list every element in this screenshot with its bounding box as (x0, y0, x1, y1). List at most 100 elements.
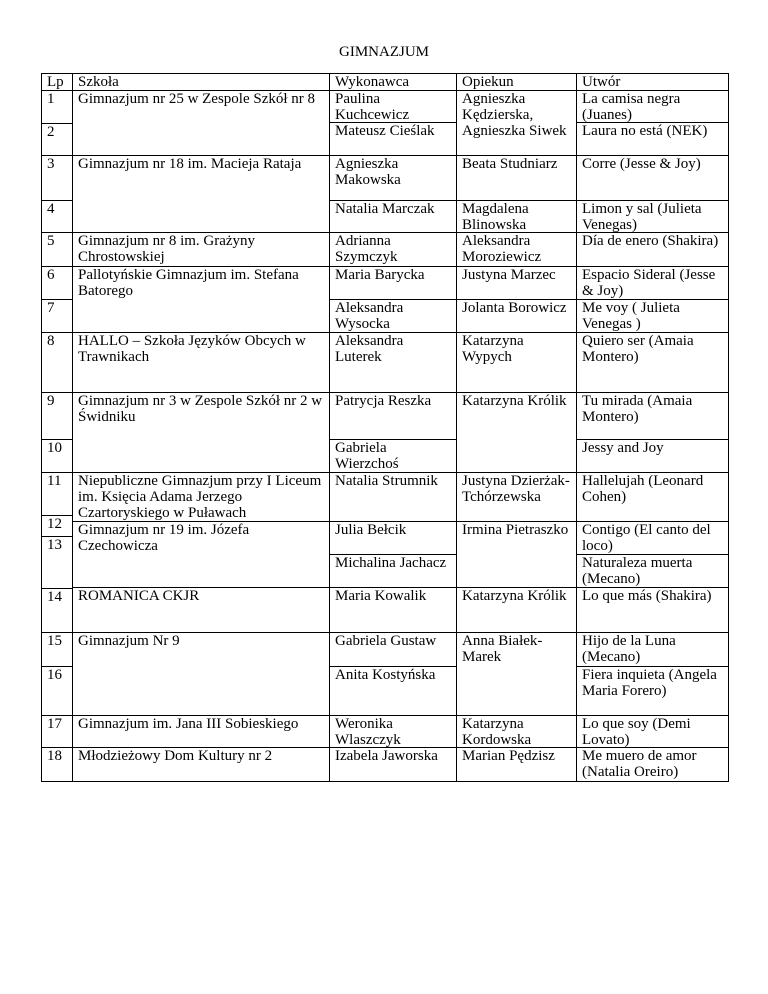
song-cell-text: Quiero ser (Amaia Montero) (582, 333, 694, 365)
tutor-cell-text: Jolanta Borowicz (462, 300, 567, 316)
performer-cell-text: Julia Bełcik (335, 522, 407, 538)
performer-cell: Maria Barycka (329, 266, 457, 300)
lp-cell-text: 4 (47, 201, 55, 217)
lp-cell-text: 1 (47, 91, 55, 107)
song-cell-text: Hijo de la Luna (Mecano) (582, 633, 676, 665)
song-cell-text: Fiera inquieta (Angela Maria Forero) (582, 667, 717, 699)
performer-cell: Paulina Kuchcewicz (329, 90, 457, 123)
performer-cell: Izabela Jaworska (329, 747, 457, 782)
lp-cell: 3 (41, 155, 73, 201)
school-cell: HALLO – Szkoła Języków Obcych w Trawnika… (72, 332, 330, 393)
tutor-cell-text: Justyna Marzec (462, 267, 556, 283)
performer-cell: Mateusz Cieślak (329, 122, 457, 156)
header-school-text: Szkoła (78, 74, 119, 90)
tutor-cell: Katarzyna Królik (456, 392, 577, 473)
tutor-cell-text: Beata Studniarz (462, 156, 558, 172)
lp-cell-text: 17 (47, 716, 62, 732)
school-cell-text: Gimnazjum im. Jana III Sobieskiego (78, 716, 299, 732)
tutor-cell: Anna Białek-Marek (456, 632, 577, 716)
song-cell-text: Laura no está (NEK) (582, 123, 708, 139)
song-cell-text: Me muero de amor (Natalia Oreiro) (582, 748, 697, 780)
school-cell-text: Gimnazjum nr 18 im. Macieja Rataja (78, 156, 302, 172)
performer-cell-text: Paulina Kuchcewicz (335, 91, 410, 123)
performer-cell: Agnieszka Makowska (329, 155, 457, 201)
school-cell-text: Pallotyńskie Gimnazjum im. Stefana Bator… (78, 267, 299, 299)
tutor-cell: Justyna Marzec (456, 266, 577, 300)
tutor-cell-text: Katarzyna Wypych (462, 333, 524, 365)
performer-cell: Julia Bełcik (329, 521, 457, 555)
tutor-cell-text: Katarzyna Królik (462, 393, 567, 409)
tutor-cell-text: Katarzyna Królik (462, 588, 567, 604)
school-cell-text: ROMANICA CKJR (78, 588, 200, 604)
lp-cell: 5 (41, 232, 73, 267)
song-cell: Lo que soy (Demi Lovato) (576, 715, 729, 748)
tutor-cell: Aleksandra Moroziewicz (456, 232, 577, 267)
school-cell-text: Gimnazjum nr 3 w Zespole Szkół nr 2 w Św… (78, 393, 323, 425)
lp-cell: 7 (41, 299, 73, 333)
school-cell-text: Gimnazjum nr 8 im. Grażyny Chrostowskiej (78, 233, 256, 265)
school-cell: Gimnazjum nr 19 im. Józefa Czechowicza (72, 521, 330, 588)
tutor-cell: Katarzyna Kordowska (456, 715, 577, 748)
performer-cell-text: Patrycja Reszka (335, 393, 432, 409)
lp-cell-text: 3 (47, 156, 55, 172)
song-cell: Fiera inquieta (Angela Maria Forero) (576, 666, 729, 716)
performer-cell: Michalina Jachacz (329, 554, 457, 588)
performer-cell: Patrycja Reszka (329, 392, 457, 440)
song-cell: Me voy ( Julieta Venegas ) (576, 299, 729, 333)
lp-cell-text: 12 (47, 516, 62, 532)
performer-cell: Aleksandra Luterek (329, 332, 457, 393)
header-lp: Lp (41, 73, 73, 91)
song-cell: Hallelujah (Leonard Cohen) (576, 472, 729, 522)
song-cell-text: Día de enero (Shakira) (582, 233, 719, 249)
song-cell: Corre (Jesse & Joy) (576, 155, 729, 201)
performer-cell-text: Gabriela Gustaw (335, 633, 437, 649)
tutor-cell-text: Katarzyna Kordowska (462, 716, 532, 748)
performer-cell-text: Aleksandra Luterek (335, 333, 404, 365)
song-cell: Limon y sal (Julieta Venegas) (576, 200, 729, 233)
school-cell: Pallotyńskie Gimnazjum im. Stefana Bator… (72, 266, 330, 333)
lp-cell-text: 6 (47, 267, 55, 283)
lp-cell-text: 16 (47, 667, 62, 683)
song-cell-text: Hallelujah (Leonard Cohen) (582, 473, 704, 505)
lp-cell-text: 5 (47, 233, 55, 249)
lp-cell-text: 2 (47, 124, 55, 140)
performer-cell-text: Michalina Jachacz (335, 555, 447, 571)
school-cell: Gimnazjum nr 25 w Zespole Szkół nr 8 (72, 90, 330, 156)
header-performer-text: Wykonawca (335, 74, 410, 90)
tutor-cell-text: Irmina Pietraszko (462, 522, 569, 538)
lp-cell: 15 (41, 632, 73, 667)
lp-cell-text: 9 (47, 393, 55, 409)
school-cell-text: Gimnazjum nr 19 im. Józefa Czechowicza (78, 522, 250, 554)
performer-cell: Weronika Wlaszczyk (329, 715, 457, 748)
tutor-cell: Justyna Dzierżak-Tchórzewska (456, 472, 577, 522)
tutor-cell: Marian Pędzisz (456, 747, 577, 782)
lp-cell: 12 (41, 515, 73, 537)
performer-cell: Gabriela Gustaw (329, 632, 457, 667)
school-cell: Gimnazjum nr 3 w Zespole Szkół nr 2 w Św… (72, 392, 330, 473)
performer-cell: Natalia Strumnik (329, 472, 457, 522)
tutor-cell: Magdalena Blinowska (456, 200, 577, 233)
song-cell-text: Lo que soy (Demi Lovato) (582, 716, 691, 748)
performer-cell-text: Agnieszka Makowska (335, 156, 401, 188)
school-cell-text: HALLO – Szkoła Języków Obcych w Trawnika… (78, 333, 306, 365)
lp-cell-text: 11 (47, 473, 62, 489)
school-cell-text: Gimnazjum nr 25 w Zespole Szkół nr 8 (78, 91, 316, 107)
performer-cell-text: Maria Barycka (335, 267, 425, 283)
performer-cell-text: Aleksandra Wysocka (335, 300, 404, 332)
lp-cell-text: 15 (47, 633, 62, 649)
performer-cell: Maria Kowalik (329, 587, 457, 633)
header-song: Utwór (576, 73, 729, 91)
tutor-cell: Katarzyna Królik (456, 587, 577, 633)
performer-cell: Natalia Marczak (329, 200, 457, 233)
header-tutor-text: Opiekun (462, 74, 514, 90)
song-cell: Tu mirada (Amaia Montero) (576, 392, 729, 440)
header-tutor: Opiekun (456, 73, 577, 91)
lp-cell: 8 (41, 332, 73, 393)
song-cell-text: Jessy and Joy (582, 440, 664, 456)
song-cell-text: Tu mirada (Amaia Montero) (582, 393, 693, 425)
performer-cell-text: Adrianna Szymczyk (335, 233, 398, 265)
lp-cell: 16 (41, 666, 73, 716)
song-cell-text: Espacio Sideral (Jesse & Joy) (582, 267, 716, 299)
performer-cell-text: Weronika Wlaszczyk (335, 716, 401, 748)
tutor-cell-text: Aleksandra Moroziewicz (462, 233, 542, 265)
